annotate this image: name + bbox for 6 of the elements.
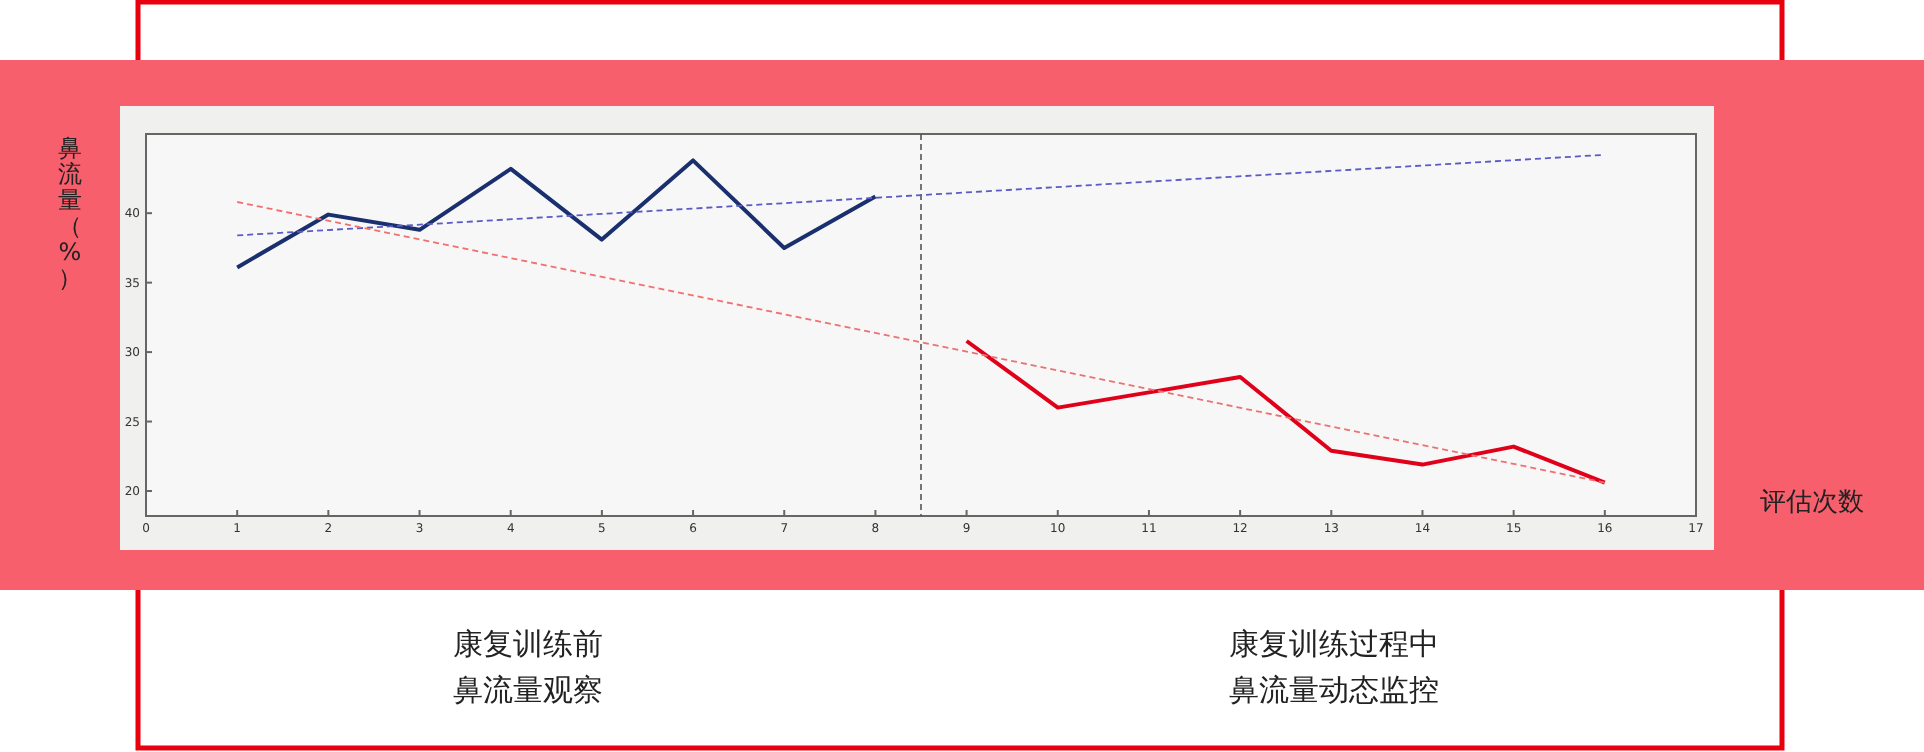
text: 康复训练过程中鼻流量动态监控 [1227, 624, 1441, 712]
line-series [964, 339, 1607, 485]
y-axis-title: 鼻流量（%） [58, 134, 82, 292]
line-series [235, 158, 878, 270]
x-axis-title: 评估次数 [1760, 488, 1864, 518]
text: 康复训练前鼻流量观察 [451, 624, 605, 712]
